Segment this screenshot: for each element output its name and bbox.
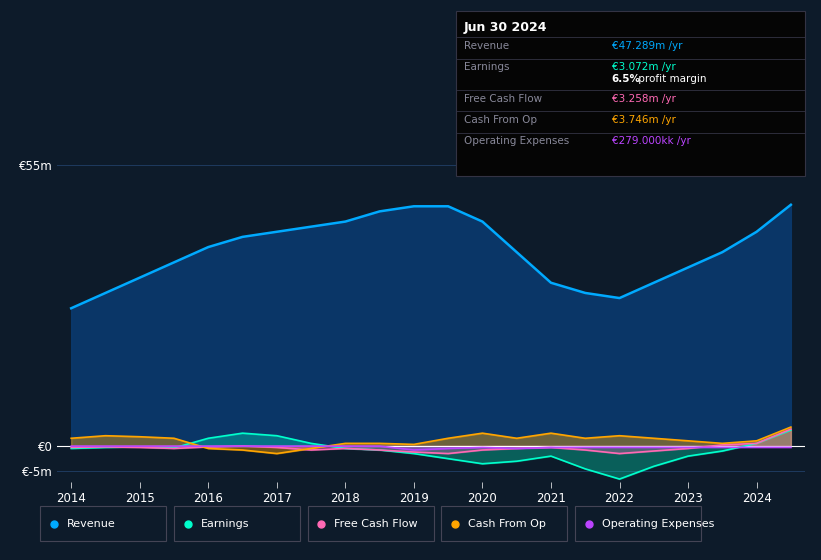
Text: Free Cash Flow: Free Cash Flow [334, 519, 418, 529]
Text: Free Cash Flow: Free Cash Flow [464, 94, 542, 104]
Text: €3.746m /yr: €3.746m /yr [612, 115, 676, 125]
Text: Cash From Op: Cash From Op [468, 519, 546, 529]
Text: Cash From Op: Cash From Op [464, 115, 537, 125]
Text: Revenue: Revenue [67, 519, 116, 529]
Text: Operating Expenses: Operating Expenses [602, 519, 714, 529]
Text: Earnings: Earnings [201, 519, 250, 529]
Text: Operating Expenses: Operating Expenses [464, 136, 569, 146]
Text: profit margin: profit margin [635, 74, 706, 85]
Text: Revenue: Revenue [464, 41, 509, 51]
Text: €47.289m /yr: €47.289m /yr [612, 41, 682, 51]
Text: Jun 30 2024: Jun 30 2024 [464, 21, 548, 34]
Text: €279.000kk /yr: €279.000kk /yr [612, 136, 690, 146]
Text: €3.258m /yr: €3.258m /yr [612, 94, 676, 104]
Text: 6.5%: 6.5% [612, 74, 640, 85]
Text: €3.072m /yr: €3.072m /yr [612, 62, 676, 72]
Text: Earnings: Earnings [464, 62, 509, 72]
